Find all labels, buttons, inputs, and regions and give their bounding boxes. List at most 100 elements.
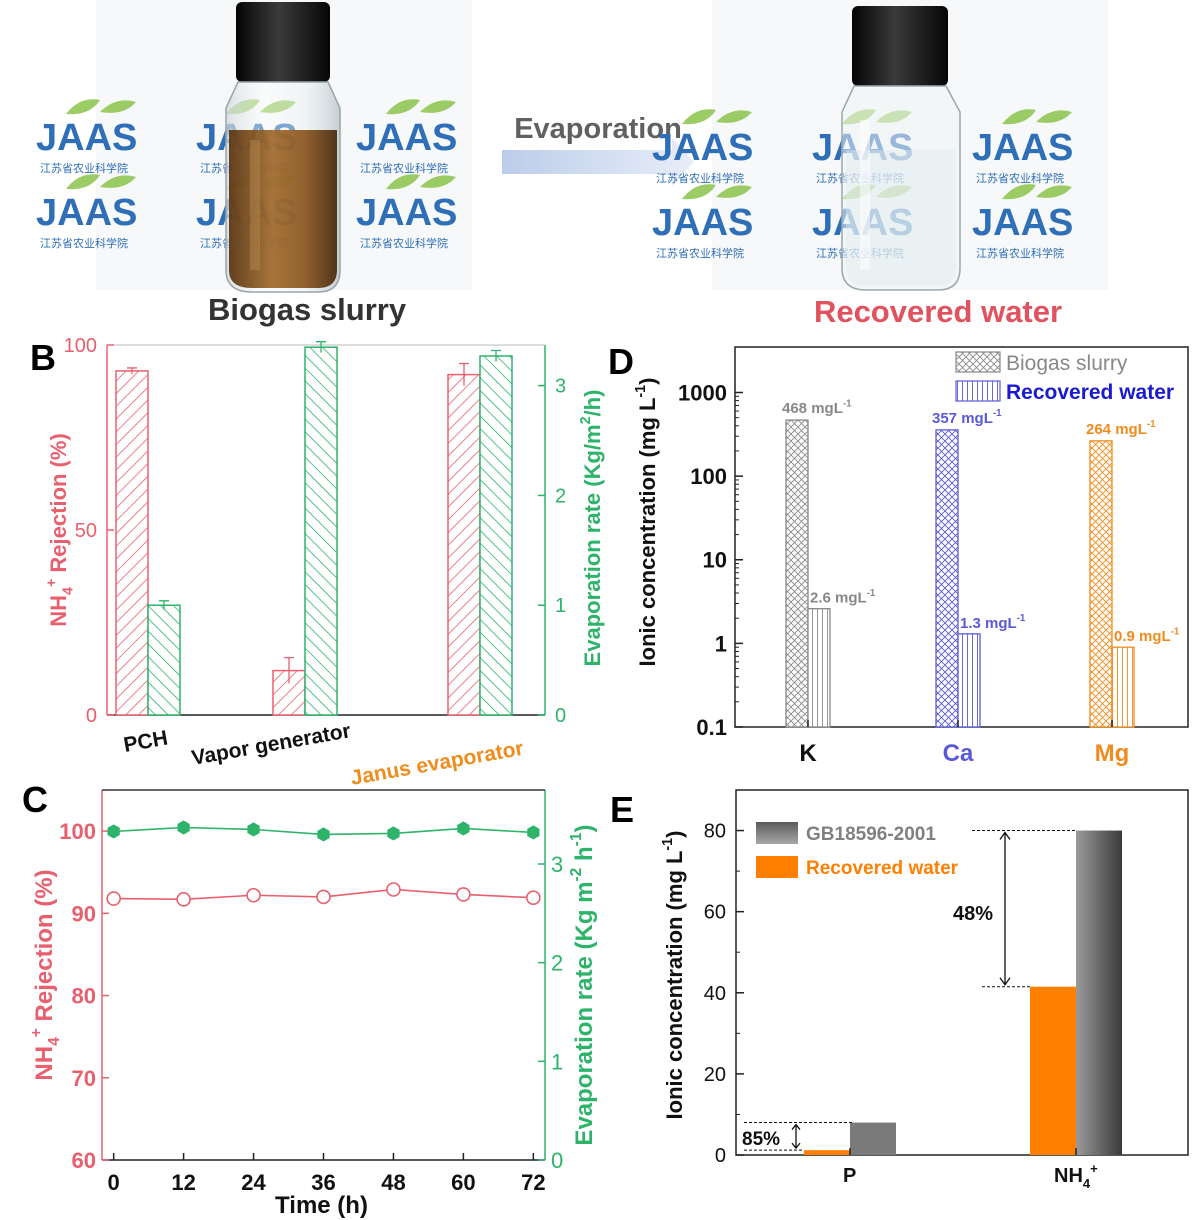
y-right-tick-label: 1 — [551, 1049, 563, 1074]
bar-evaporation — [479, 355, 513, 716]
y-tick-label: 20 — [704, 1064, 726, 1086]
legend-swatch-biogas — [955, 351, 1001, 373]
bar-recovered-water — [1111, 646, 1135, 728]
y-tick-label: 0 — [715, 1145, 726, 1167]
watermark-text: JAAS — [36, 192, 137, 234]
bar-biogas-slurry — [1089, 440, 1113, 728]
data-label: 468 mgL-1​ — [782, 398, 852, 417]
y-tick-label: 80 — [72, 984, 96, 1009]
watermark-text: JAAS — [356, 192, 457, 234]
x-tick-label: 72 — [521, 1170, 545, 1195]
watermark-leaf-icon — [682, 109, 752, 125]
y-tick-label: 0 — [86, 705, 97, 727]
bar-evaporation — [304, 346, 338, 716]
x-tick-label: 12 — [171, 1170, 195, 1195]
error-bar — [159, 600, 169, 610]
category-label: PCH — [122, 727, 170, 757]
y-right-tick-label: 3 — [555, 376, 566, 398]
x-tick-label: NH4​+​ — [1054, 1161, 1098, 1191]
biogas-slurry-photo: JAAS 江苏省农业科学院 JAAS 江苏省农业科学院 JAAS 江苏省农业科学院 JAAS… — [36, 0, 472, 293]
watermark-leaf-icon — [386, 99, 456, 115]
y-right-tick-label: 0 — [555, 705, 566, 727]
panel-label-b: B — [30, 337, 56, 378]
data-label: 264 mgL-1​ — [1086, 419, 1156, 438]
bar-biogas-slurry — [935, 429, 959, 728]
x-tick-label: 24 — [241, 1170, 266, 1195]
x-tick-label: P — [843, 1165, 856, 1187]
point-evaporation — [177, 820, 190, 835]
panel-label-d: D — [608, 341, 634, 382]
x-tick-label: Mg — [1095, 740, 1130, 767]
watermark-leaf-icon — [682, 184, 752, 200]
point-rejection — [456, 887, 471, 902]
slurry-liquid — [229, 130, 337, 288]
legend-label-recovered: Recovered water — [1006, 381, 1174, 404]
watermark-leaf-icon — [1002, 184, 1072, 200]
error-bar — [459, 362, 469, 386]
legend-swatch-recovered — [955, 380, 1001, 402]
legend-label-standard: GB18596-2001 — [806, 824, 936, 845]
watermark-subtext: 江苏省农业科学院 — [976, 246, 1064, 260]
bottle-cap — [236, 2, 330, 82]
watermark-leaf-icon — [66, 99, 136, 115]
y-tick-label: 0.1 — [696, 715, 727, 740]
legend-swatch-recovered — [756, 856, 798, 878]
y-tick-label: 100 — [690, 464, 727, 489]
x-tick-label: 48 — [381, 1170, 405, 1195]
y-tick-label: 90 — [72, 901, 96, 926]
bar-rejection — [447, 373, 481, 716]
y-tick-label: 10 — [703, 548, 727, 573]
watermark-text: JAAS — [652, 127, 753, 169]
watermark-subtext: 江苏省农业科学院 — [40, 161, 128, 175]
recovered-water-photo: JAAS 江苏省农业科学院 JAAS 江苏省农业科学院 JAAS 江苏省农业科学院 JAAS… — [652, 0, 1108, 291]
y-tick-label: 60 — [72, 1148, 96, 1173]
biogas-slurry-label: Biogas slurry — [208, 292, 407, 327]
watermark-text: JAAS — [972, 202, 1073, 244]
watermark-text: JAAS — [36, 117, 137, 159]
point-evaporation — [107, 824, 120, 839]
data-label: 0.9 mgL-1​ — [1114, 626, 1180, 645]
y-tick-label: 100 — [59, 819, 96, 844]
y-tick-label: 100 — [64, 335, 97, 357]
bar-evaporation — [147, 604, 181, 716]
water-liquid — [846, 150, 956, 286]
data-label: 2.6 mgL-1​ — [810, 588, 876, 607]
point-rejection — [246, 887, 261, 903]
watermark-subtext: 江苏省农业科学院 — [360, 236, 448, 250]
y-right-tick-label: 0 — [551, 1148, 563, 1173]
watermark-subtext: 江苏省农业科学院 — [40, 236, 128, 250]
error-bar — [127, 367, 137, 374]
x-tick-label: Ca — [943, 740, 974, 767]
watermark-text: JAAS — [356, 117, 457, 159]
watermark-subtext: 江苏省农业科学院 — [656, 171, 744, 185]
y-axis-label: NH4​+​ Rejection (%) — [44, 433, 77, 627]
bar-standard — [850, 1122, 896, 1155]
point-evaporation — [387, 826, 400, 841]
data-label: 1.3 mgL-1​ — [960, 613, 1026, 632]
y-tick-label: 1 — [715, 631, 727, 656]
y-tick-label: 1000 — [678, 380, 727, 405]
watermark-subtext: 江苏省农业科学院 — [360, 161, 448, 175]
y-tick-label: 60 — [704, 902, 726, 924]
watermark-subtext: 江苏省农业科学院 — [976, 171, 1064, 185]
error-bar — [316, 341, 326, 353]
bottle-cap — [852, 6, 948, 86]
watermark-leaf-icon — [386, 174, 456, 190]
y-tick-label: 70 — [72, 1066, 96, 1091]
point-evaporation — [317, 827, 330, 842]
evaporation-arrow: Evaporation — [502, 113, 694, 186]
point-rejection — [106, 891, 121, 906]
x-tick-label: 60 — [451, 1170, 475, 1195]
y-axis-label: NH4​+​ Rejection (%) — [28, 869, 63, 1080]
y-tick-label: 40 — [704, 983, 726, 1005]
bar-biogas-slurry — [785, 419, 809, 728]
legend-swatch-standard — [756, 822, 798, 844]
point-rejection — [526, 890, 541, 906]
recovered-water-label: Recovered water — [814, 294, 1062, 329]
point-rejection — [316, 889, 331, 905]
bottle-glass — [841, 85, 961, 291]
y-right-tick-label: 3 — [551, 852, 563, 877]
